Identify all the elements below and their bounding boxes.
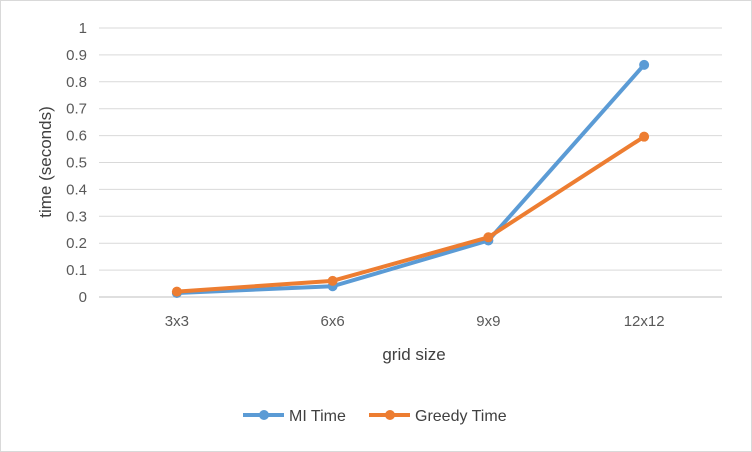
legend-swatch-marker <box>385 410 395 420</box>
y-tick-label: 0.3 <box>66 208 87 225</box>
legend-label: Greedy Time <box>415 408 507 425</box>
series-line-1 <box>174 62 647 295</box>
y-axis-title: time (seconds) <box>36 106 55 217</box>
legend-swatch-marker <box>259 410 269 420</box>
data-point <box>483 232 494 243</box>
data-point <box>639 131 650 142</box>
y-tick-label: 0 <box>79 289 87 306</box>
y-tick-label: 0.5 <box>66 155 87 172</box>
y-tick-label: 0.6 <box>66 128 87 145</box>
y-tick-label: 0.4 <box>66 181 87 198</box>
gridlines <box>99 27 722 298</box>
legend: MI Time Greedy Time <box>243 408 507 425</box>
y-tick-label: 0.1 <box>66 262 87 279</box>
x-axis-title: grid size <box>382 345 445 364</box>
y-tick-label: 0.2 <box>66 235 87 252</box>
data-point <box>171 286 182 297</box>
x-tick-label: 6x6 <box>321 313 345 330</box>
x-tick-label: 3x3 <box>165 313 189 330</box>
y-tick-label: 0.8 <box>66 74 87 91</box>
data-point <box>327 275 338 286</box>
y-tick-label: 0.9 <box>66 47 87 64</box>
y-tick-label: 1 <box>79 20 87 37</box>
y-tick-label: 0.7 <box>66 101 87 118</box>
legend-label: MI Time <box>289 408 346 425</box>
x-axis-ticks: 3x3 6x6 9x9 12x12 <box>165 313 665 330</box>
series-line-2 <box>174 134 647 294</box>
series-layer <box>171 59 650 298</box>
y-axis-ticks: 0 0.1 0.2 0.3 0.4 0.5 0.6 0.7 0.8 0.9 1 <box>66 20 87 306</box>
data-point <box>639 59 650 70</box>
x-tick-label: 12x12 <box>624 313 665 330</box>
x-tick-label: 9x9 <box>476 313 500 330</box>
